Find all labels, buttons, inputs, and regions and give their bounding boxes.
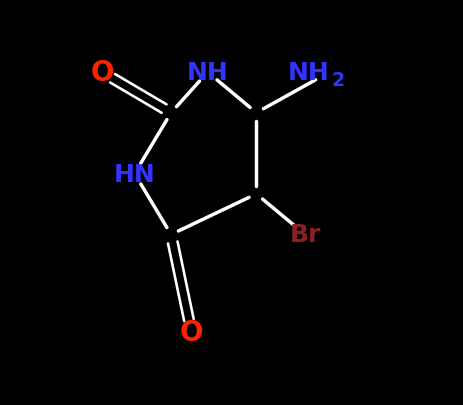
- Text: NH: NH: [287, 61, 329, 85]
- Text: O: O: [179, 318, 203, 346]
- Text: Br: Br: [289, 223, 320, 247]
- Text: NH: NH: [187, 61, 228, 85]
- Text: O: O: [90, 59, 113, 87]
- Text: 2: 2: [331, 71, 344, 90]
- Text: HN: HN: [113, 162, 155, 186]
